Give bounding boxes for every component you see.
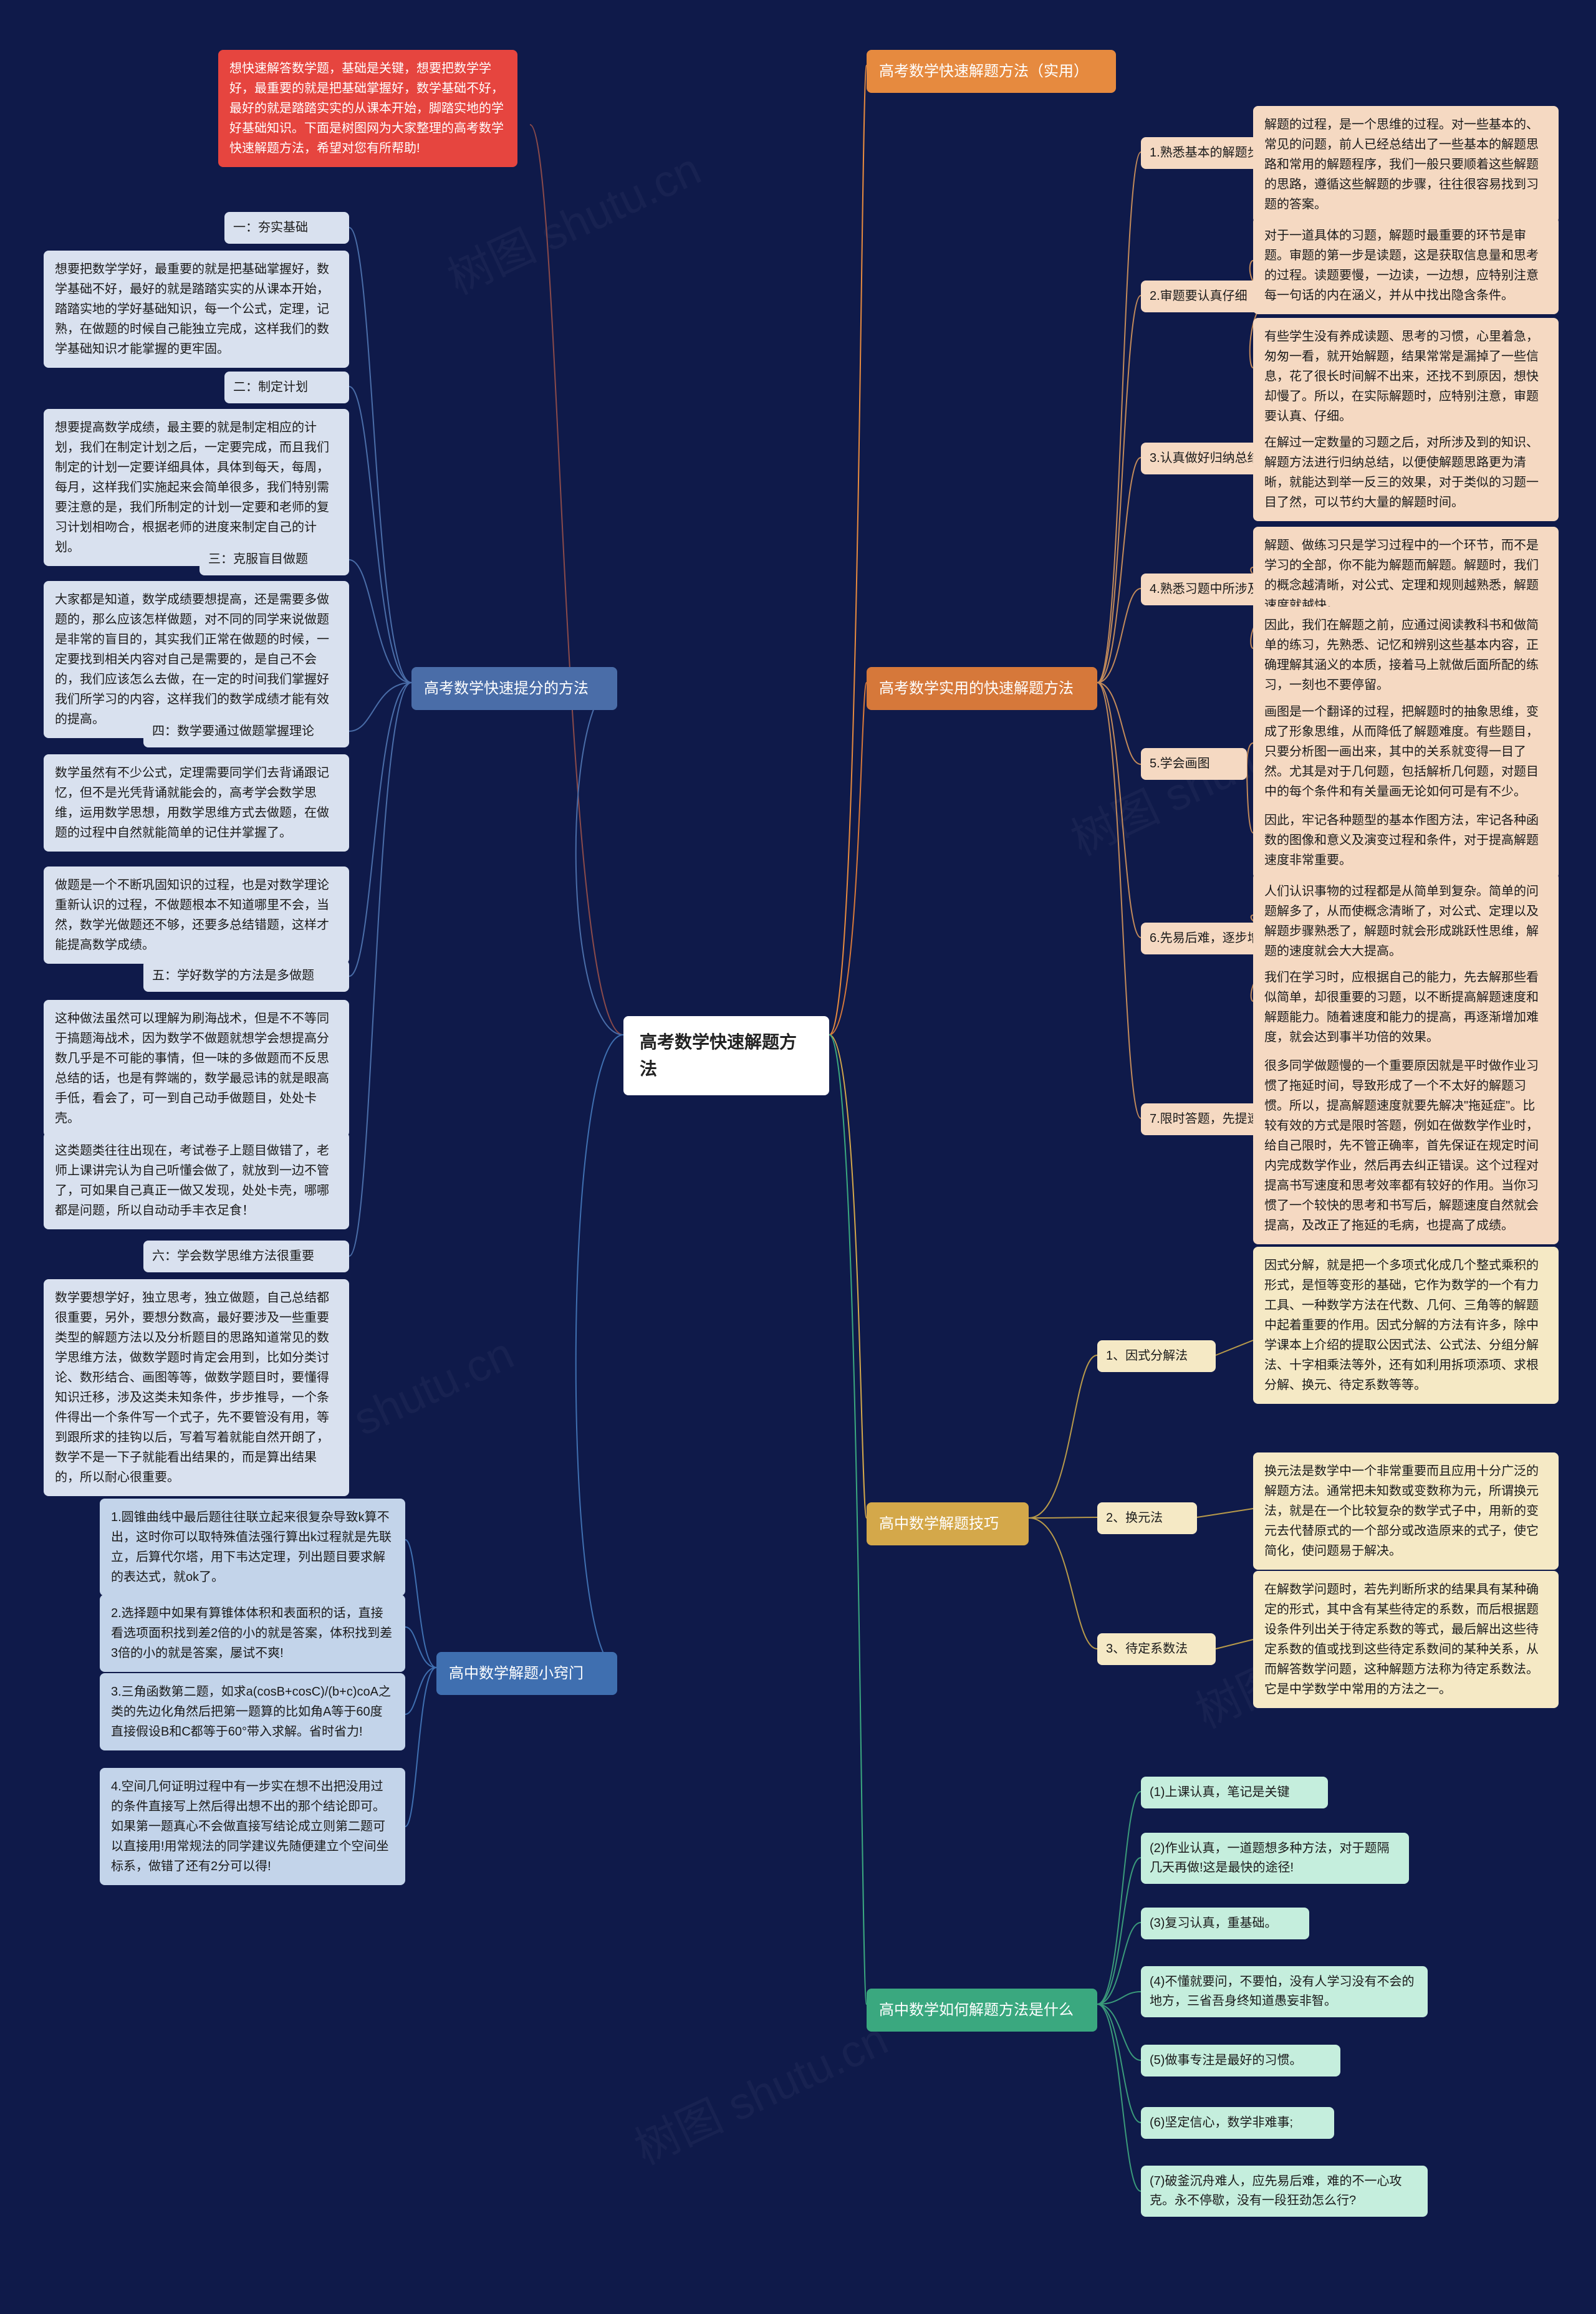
a-p4a: 数学虽然有不少公式，定理需要同学们去背诵跟记忆，但不是光凭背诵就能会的，高考学会… bbox=[44, 754, 349, 852]
f-p1: (1)上课认真，笔记是关键 bbox=[1141, 1777, 1328, 1808]
a-h2: 二：制定计划 bbox=[224, 372, 349, 403]
f-p4: (4)不懂就要问，不要怕，没有人学习没有不会的地方，三省吾身终知道愚妄非智。 bbox=[1141, 1966, 1428, 2017]
b-p1: 1.圆锥曲线中最后题往往联立起来很复杂导致k算不出，这时你可以取特殊值法强行算出… bbox=[100, 1499, 405, 1596]
a-h5: 五：学好数学的方法是多做题 bbox=[143, 960, 349, 992]
d-p2a: 对于一道具体的习题，解题时最重要的环节是审题。审题的第一步是读题，这是获取信息量… bbox=[1253, 217, 1559, 314]
a-p4b: 做题是一个不断巩固知识的过程，也是对数学理论重新认识的过程，不做题根本不知道哪里… bbox=[44, 867, 349, 964]
d-h5: 5.学会画图 bbox=[1141, 748, 1247, 780]
cat-tips[interactable]: 高中数学解题小窍门 bbox=[436, 1652, 617, 1695]
d-p7: 很多同学做题慢的一个重要原因就是平时做作业习惯了拖延时间，导致形成了一个不太好的… bbox=[1253, 1047, 1559, 1244]
d-p1: 解题的过程，是一个思维的过程。对一些基本的、常见的问题，前人已经总结出了一些基本… bbox=[1253, 106, 1559, 223]
e-h2: 2、换元法 bbox=[1097, 1502, 1197, 1534]
e-h1: 1、因式分解法 bbox=[1097, 1340, 1216, 1372]
f-p2: (2)作业认真，一道题想多种方法，对于题隔几天再做!这是最快的途径! bbox=[1141, 1833, 1409, 1884]
d-p3: 在解过一定数量的习题之后，对所涉及到的知识、解题方法进行归纳总结，以便使解题思路… bbox=[1253, 424, 1559, 521]
e-p1: 因式分解，就是把一个多项式化成几个整式乘积的形式，是恒等变形的基础，它作为数学的… bbox=[1253, 1247, 1559, 1404]
a-p1: 想要把数学学好，最重要的就是把基础掌握好，数学基础不好，最好的就是踏踏实实的从课… bbox=[44, 251, 349, 368]
f-p7: (7)破釜沉舟难人，应先易后难，难的不一心攻克。永不停歇，没有一段狂劲怎么行? bbox=[1141, 2166, 1428, 2217]
d-p6a: 人们认识事物的过程都是从简单到复杂。简单的问题解多了，从而使概念清晰了，对公式、… bbox=[1253, 873, 1559, 970]
a-p6: 数学要想学好，独立思考，独立做题，自己总结都很重要，另外，要想分数高，最好要涉及… bbox=[44, 1279, 349, 1496]
d-p5b: 因此，牢记各种题型的基本作图方法，牢记各种函数的图像和意义及演变过程和条件，对于… bbox=[1253, 802, 1559, 879]
d-p5a: 画图是一个翻译的过程，把解题时的抽象思维，变成了形象思维，从而降低了解题难度。有… bbox=[1253, 693, 1559, 810]
b-p3: 3.三角函数第二题，如求a(cosB+cosC)/(b+c)coA之类的先边化角… bbox=[100, 1673, 405, 1750]
f-p5: (5)做事专注是最好的习惯。 bbox=[1141, 2045, 1340, 2076]
e-h3: 3、待定系数法 bbox=[1097, 1633, 1216, 1665]
cat-fast-improve[interactable]: 高考数学快速提分的方法 bbox=[411, 667, 617, 710]
cat-practical[interactable]: 高考数学快速解题方法（实用） bbox=[867, 50, 1116, 93]
f-p3: (3)复习认真，重基础。 bbox=[1141, 1908, 1309, 1939]
e-p3: 在解数学问题时，若先判断所求的结果具有某种确定的形式，其中含有某些待定的系数，而… bbox=[1253, 1571, 1559, 1708]
d-p4b: 因此，我们在解题之前，应通过阅读教科书和做简单的练习，先熟悉、记忆和辨别这些基本… bbox=[1253, 607, 1559, 704]
b-p2: 2.选择题中如果有算锥体体积和表面积的话，直接看选项面积找到差2倍的小的就是答案… bbox=[100, 1595, 405, 1672]
a-h1: 一：夯实基础 bbox=[224, 212, 349, 244]
b-p4: 4.空间几何证明过程中有一步实在想不出把没用过的条件直接写上然后得出想不出的那个… bbox=[100, 1768, 405, 1885]
cat-techniques[interactable]: 高中数学解题技巧 bbox=[867, 1502, 1029, 1545]
a-p5a: 这种做法虽然可以理解为刷海战术，但是不不等同于搞题海战术，因为数学不做题就想学会… bbox=[44, 1000, 349, 1137]
f-p6: (6)坚定信心，数学非难事; bbox=[1141, 2107, 1334, 2139]
e-p2: 换元法是数学中一个非常重要而且应用十分广泛的解题方法。通常把未知数或变数称为元，… bbox=[1253, 1452, 1559, 1570]
a-h4: 四：数学要通过做题掌握理论 bbox=[143, 716, 349, 747]
watermark: 树图 shutu.cn bbox=[622, 2003, 897, 2177]
a-p2: 想要提高数学成绩，最主要的就是制定相应的计划，我们在制定计划之后，一定要完成，而… bbox=[44, 409, 349, 566]
d-p6b: 我们在学习时，应根据自己的能力，先去解那些看似简单，却很重要的习题，以不断提高解… bbox=[1253, 959, 1559, 1056]
a-p5b: 这类题类往往出现在，考试卷子上题目做错了，老师上课讲完认为自己听懂会做了，就放到… bbox=[44, 1132, 349, 1229]
cat-how-to[interactable]: 高中数学如何解题方法是什么 bbox=[867, 1989, 1097, 2032]
d-p2b: 有些学生没有养成读题、思考的习惯，心里着急，匆匆一看，就开始解题，结果常常是漏掉… bbox=[1253, 318, 1559, 435]
a-h3: 三：克服盲目做题 bbox=[200, 544, 349, 575]
root-node[interactable]: 高考数学快速解题方法 bbox=[623, 1016, 829, 1095]
a-p3: 大家都是知道，数学成绩要想提高，还是需要多做题的，那么应该怎样做题，对不同的同学… bbox=[44, 581, 349, 738]
cat-practical-methods[interactable]: 高考数学实用的快速解题方法 bbox=[867, 667, 1097, 710]
a-h6: 六：学会数学思维方法很重要 bbox=[143, 1241, 349, 1272]
intro-text: 想快速解答数学题，基础是关键，想要把数学学好，最重要的就是把基础掌握好，数学基础… bbox=[218, 50, 517, 167]
